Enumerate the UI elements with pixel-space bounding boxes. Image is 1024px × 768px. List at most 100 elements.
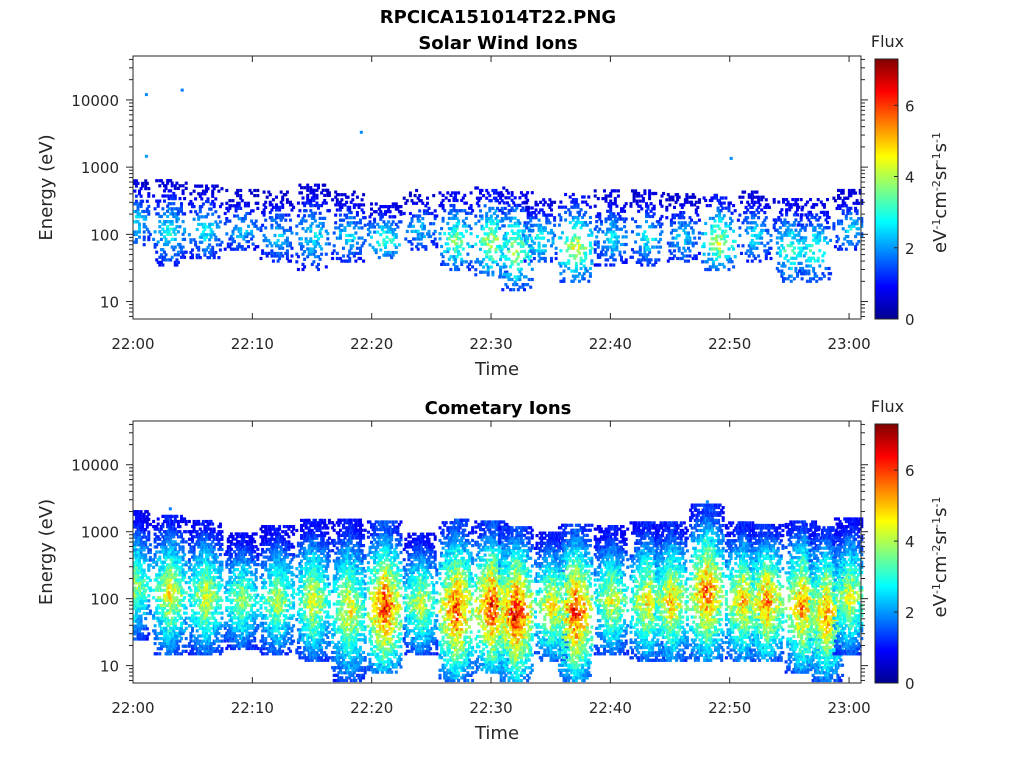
spectrogram-cell xyxy=(181,220,185,224)
spectrogram-cell xyxy=(178,581,182,585)
spectrogram-cell xyxy=(521,206,525,210)
spectrogram-cell xyxy=(855,211,859,216)
spectrogram-cell xyxy=(578,221,581,225)
spectrogram-cell xyxy=(271,198,275,202)
spectrogram-cell xyxy=(173,588,177,592)
spectrogram-cell xyxy=(621,217,625,221)
spectrogram-cell xyxy=(256,245,260,249)
spectrogram-cell xyxy=(191,596,194,600)
spectrogram-cell xyxy=(604,197,608,201)
spectrogram-cell xyxy=(507,216,511,220)
spectrogram-cell xyxy=(138,512,141,516)
spectrogram-cell xyxy=(217,598,221,602)
spectrogram-cell xyxy=(161,207,165,211)
spectrogram-cell xyxy=(613,225,617,229)
spectrogram-cell xyxy=(722,265,726,269)
spectrogram-cell xyxy=(826,215,829,220)
spectrogram-cell xyxy=(526,191,530,195)
spectrogram-cell xyxy=(138,553,141,557)
spectrogram-cell xyxy=(797,205,801,209)
spectrogram-cell xyxy=(491,260,495,264)
spectrogram-cell xyxy=(648,250,652,254)
spectrogram-cell xyxy=(327,193,331,197)
spectrogram-cell xyxy=(200,616,204,620)
spectrogram-cell xyxy=(637,204,641,208)
spectrogram-cell xyxy=(152,558,156,562)
spectrogram-cell xyxy=(321,224,325,228)
spectrogram-point xyxy=(144,93,148,97)
spectrogram-cell xyxy=(760,241,764,245)
spectrogram-cell xyxy=(498,244,502,248)
spectrogram-cell xyxy=(231,232,235,236)
spectrogram-cell xyxy=(234,555,238,559)
spectrogram-cell xyxy=(200,583,204,587)
spectrogram-cell xyxy=(373,217,377,221)
spectrogram-cell xyxy=(711,247,715,251)
spectrogram-cell xyxy=(134,517,138,521)
spectrogram-cell xyxy=(214,606,218,610)
spectrogram-cell xyxy=(342,254,345,258)
spectrogram-cell xyxy=(173,253,177,257)
spectrogram-cell xyxy=(172,248,176,252)
spectrogram-cell xyxy=(805,246,809,250)
spectrogram-cell xyxy=(145,520,149,524)
spectrogram-cell xyxy=(153,578,157,582)
spectrogram-cell xyxy=(220,568,224,572)
spectrogram-cell xyxy=(173,598,177,602)
spectrogram-cell xyxy=(822,238,826,242)
spectrogram-cell xyxy=(187,550,191,554)
spectrogram-cell xyxy=(846,206,850,210)
spectrogram-cell xyxy=(145,227,149,231)
spectrogram-cell xyxy=(480,188,484,193)
spectrogram-cell xyxy=(134,525,138,529)
spectrogram-cell xyxy=(513,196,517,200)
spectrogram-cell xyxy=(634,220,638,224)
spectrogram-cell xyxy=(637,250,641,254)
spectrogram-cell xyxy=(394,202,398,206)
spectrogram-cell xyxy=(233,634,236,638)
spectrogram-cell xyxy=(212,649,216,653)
spectrogram-cell xyxy=(526,254,530,259)
spectrogram-cell xyxy=(155,598,159,602)
spectrogram-cell xyxy=(452,206,456,210)
spectrogram-cell xyxy=(306,188,310,192)
spectrogram-cell xyxy=(500,209,504,213)
spectrogram-cell xyxy=(158,611,162,615)
spectrogram-cell xyxy=(229,629,233,633)
spectrogram-cell xyxy=(818,249,822,253)
spectrogram-cell xyxy=(138,637,141,641)
spectrogram-cell xyxy=(192,565,196,569)
spectrogram-cell xyxy=(145,522,149,527)
spectrogram-cell xyxy=(197,522,201,526)
spectrogram-cell xyxy=(159,619,163,623)
spectrogram-cell xyxy=(718,219,722,223)
spectrogram-cell xyxy=(715,214,718,218)
spectrogram-cell xyxy=(581,195,585,199)
spectrogram-cell xyxy=(147,235,151,239)
spectrogram-cell xyxy=(264,205,268,209)
spectrogram-cell xyxy=(170,649,174,653)
spectrogram-cell xyxy=(587,195,591,199)
spectrogram-cell xyxy=(860,201,864,205)
spectrogram-cell xyxy=(166,225,170,229)
spectrogram-cell xyxy=(187,519,191,524)
spectrogram-cell xyxy=(192,634,196,638)
spectrogram-cell xyxy=(797,221,801,225)
spectrogram-cell xyxy=(176,647,180,651)
spectrogram-cell xyxy=(812,269,816,273)
spectrogram-cell xyxy=(441,206,445,210)
spectrogram-cell xyxy=(534,200,538,204)
spectrogram-cell xyxy=(826,226,829,230)
spectrogram-cell xyxy=(285,190,289,194)
spectrogram-cell xyxy=(718,209,722,213)
spectrogram-cell xyxy=(802,236,806,240)
spectrogram-cell xyxy=(278,226,282,230)
spectrogram-cell xyxy=(189,547,193,552)
spectrogram-cell xyxy=(752,244,756,248)
spectrogram-cell xyxy=(584,254,588,258)
spectrogram-cell xyxy=(214,586,218,590)
spectrogram-cell xyxy=(233,550,236,554)
spectrogram-cell xyxy=(679,256,683,261)
spectrogram-cell xyxy=(170,522,174,526)
spectrogram-cell xyxy=(733,255,737,259)
